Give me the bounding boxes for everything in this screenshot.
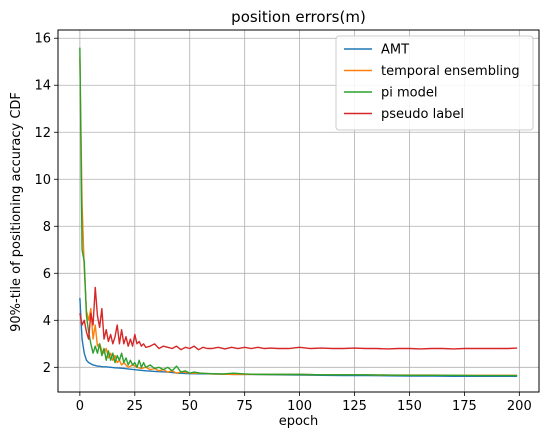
axis-ticks: 0 25 50 75 100 125 150 175 200 2 4 6 8 10 12 14 16	[34, 32, 531, 414]
y-tick-label: 10	[34, 173, 51, 188]
x-tick-label: 0	[76, 399, 84, 414]
legend-label: pseudo label	[381, 107, 464, 122]
legend-label: AMT	[381, 43, 409, 58]
series-line-pi-model	[79, 47, 518, 377]
x-tick-label: 100	[287, 399, 312, 414]
legend-label: temporal ensembling	[381, 64, 520, 79]
y-tick-label: 6	[43, 267, 51, 282]
x-tick-label: 125	[342, 399, 367, 414]
y-tick-label: 14	[34, 79, 51, 94]
x-tick-label: 50	[181, 399, 198, 414]
plot-frame	[57, 29, 540, 393]
legend-label: pi model	[381, 86, 437, 101]
y-tick-label: 12	[34, 126, 51, 141]
y-axis-label: 90%-tile of positioning accuracy CDF	[9, 92, 24, 332]
series-line-amt	[79, 297, 518, 377]
x-tick-label: 25	[127, 399, 144, 414]
y-tick-label: 8	[43, 220, 51, 235]
y-tick-label: 2	[43, 361, 51, 376]
x-tick-label: 175	[452, 399, 477, 414]
series-line-pseudo-label	[79, 286, 518, 351]
x-tick-label: 75	[236, 399, 253, 414]
y-tick-label: 4	[43, 314, 51, 329]
legend-box	[335, 35, 534, 131]
legend: AMT temporal ensembling pi model pseudo lab…	[335, 35, 534, 131]
series-lines	[79, 47, 518, 377]
x-axis-label: epoch	[279, 414, 319, 429]
x-tick-label: 200	[507, 399, 532, 414]
chart-title: position errors(m)	[231, 8, 366, 26]
x-tick-label: 150	[397, 399, 422, 414]
y-tick-label: 16	[34, 32, 51, 47]
